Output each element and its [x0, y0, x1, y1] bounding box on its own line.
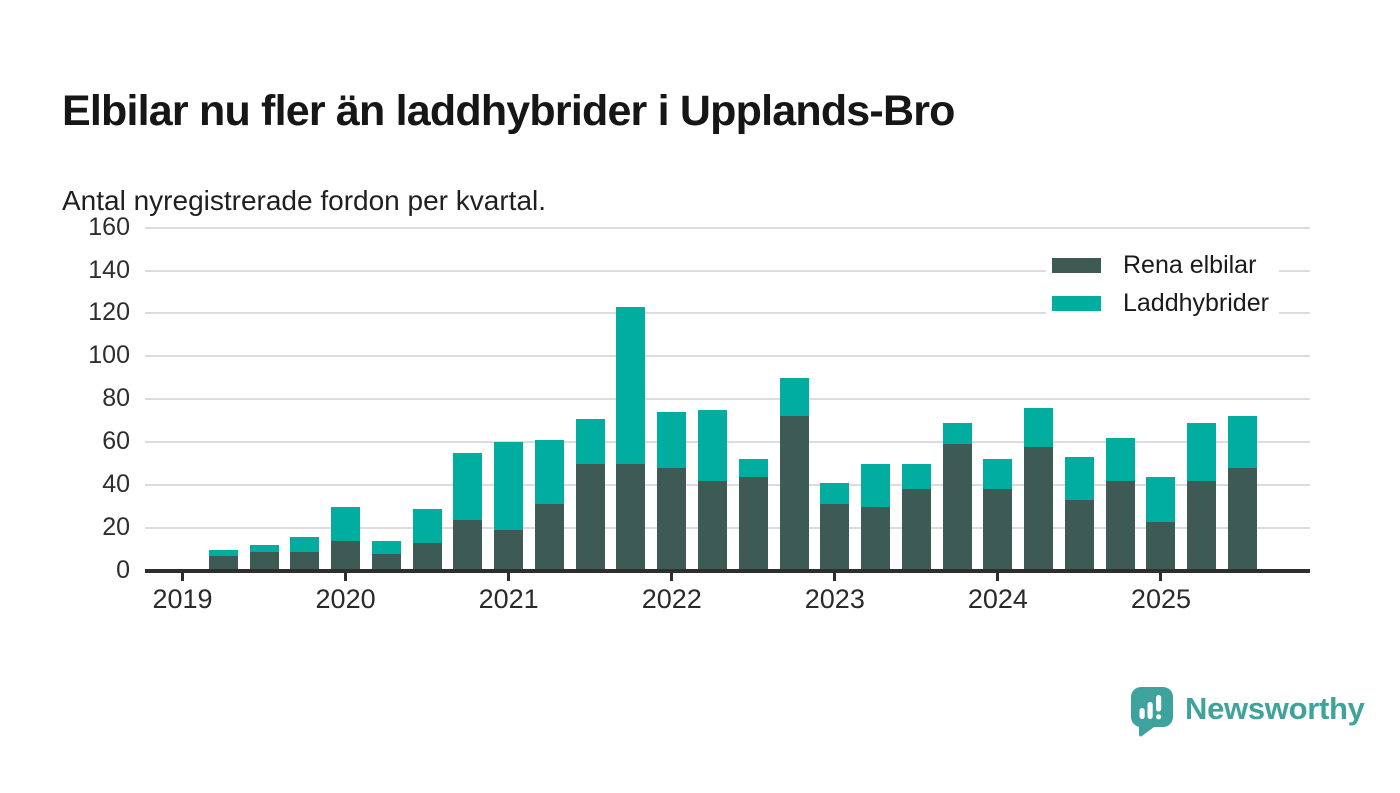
x-axis-tick [507, 571, 511, 581]
bar-segment-laddhybrider [1105, 437, 1135, 481]
bar-segment-laddhybrider [534, 440, 564, 505]
x-axis-tick [670, 571, 674, 581]
bar-segment-rena-elbilar [779, 416, 809, 571]
bar-segment-laddhybrider [1228, 416, 1258, 468]
gridline-y-20 [145, 527, 1310, 530]
y-axis-tick-label: 0 [116, 556, 130, 584]
bar-segment-laddhybrider [983, 459, 1013, 490]
x-axis-line [145, 569, 1310, 573]
legend-swatch-laddhybrider [1052, 296, 1101, 311]
bar-segment-laddhybrider [412, 508, 442, 544]
bar-segment-rena-elbilar [453, 519, 483, 571]
bar-segment-rena-elbilar [534, 504, 564, 571]
bar-segment-rena-elbilar [861, 506, 891, 571]
bar-segment-laddhybrider [208, 549, 238, 556]
bar-segment-rena-elbilar [249, 551, 279, 571]
brand-name: Newsworthy [1185, 691, 1365, 726]
bar-segment-laddhybrider [453, 452, 483, 520]
bar-segment-laddhybrider [942, 422, 972, 445]
bar-segment-rena-elbilar [1187, 480, 1217, 571]
bar-segment-laddhybrider [249, 545, 279, 552]
chart-subtitle: Antal nyregistrerade fordon per kvartal. [62, 185, 547, 216]
bar-segment-rena-elbilar [698, 480, 727, 571]
chart-legend: Rena elbilar Laddhybrider [1046, 247, 1279, 322]
bar-segment-rena-elbilar [820, 504, 850, 571]
bar-segment-rena-elbilar [983, 489, 1013, 571]
x-axis-tick [833, 571, 837, 581]
bar-segment-laddhybrider [1146, 476, 1176, 522]
x-axis-year-label: 2020 [315, 584, 376, 614]
y-axis-tick-label: 160 [88, 212, 130, 241]
bar-segment-laddhybrider [331, 506, 361, 541]
legend-label: Laddhybrider [1123, 289, 1269, 317]
bar-segment-rena-elbilar [290, 551, 320, 571]
bar-segment-laddhybrider [371, 540, 401, 554]
bar-segment-rena-elbilar [942, 444, 972, 571]
y-axis-tick-label: 140 [88, 255, 130, 284]
x-axis-year-label: 2019 [152, 584, 213, 614]
bar-segment-laddhybrider [1024, 407, 1054, 447]
y-axis-tick-label: 40 [102, 470, 130, 499]
newsworthy-logo: Newsworthy [1131, 687, 1365, 737]
gridline-y-80 [145, 398, 1310, 401]
chart-plot-area [145, 224, 1310, 581]
bar-segment-laddhybrider [861, 463, 891, 507]
bar-segment-rena-elbilar [901, 489, 931, 571]
bar-segment-laddhybrider [1064, 457, 1094, 501]
bar-segment-rena-elbilar [738, 476, 768, 571]
bar-chart-speech-bubble-icon [1131, 687, 1173, 737]
legend-item-rena-elbilar: Rena elbilar [1052, 251, 1269, 280]
gridline-y-120 [145, 312, 1310, 315]
bar-segment-laddhybrider [494, 442, 524, 531]
bar-segment-laddhybrider [820, 483, 850, 505]
bar-segment-rena-elbilar [657, 467, 687, 571]
y-axis-tick-label: 80 [102, 384, 130, 413]
x-axis-year-label: 2025 [1130, 584, 1191, 614]
x-axis-tick [344, 571, 348, 581]
bar-segment-laddhybrider [738, 459, 768, 477]
bar-segment-rena-elbilar [1064, 500, 1094, 571]
bar-segment-rena-elbilar [616, 463, 646, 571]
bar-segment-rena-elbilar [331, 540, 361, 571]
x-axis-tick [1159, 571, 1163, 581]
x-axis-tick [996, 571, 1000, 581]
gridline-y-160 [145, 226, 1310, 229]
gridline-y-100 [145, 355, 1310, 358]
bar-segment-rena-elbilar [208, 555, 238, 571]
x-axis-year-label: 2021 [478, 584, 539, 614]
bar-segment-laddhybrider [901, 463, 931, 490]
bar-segment-laddhybrider [657, 412, 687, 468]
gridline-y-60 [145, 441, 1310, 444]
bar-segment-laddhybrider [1187, 422, 1217, 481]
bar-segment-laddhybrider [290, 536, 320, 552]
legend-swatch-rena-elbilar [1052, 258, 1101, 273]
legend-item-laddhybrider: Laddhybrider [1052, 289, 1269, 318]
bar-segment-rena-elbilar [371, 553, 401, 571]
x-axis-tick [181, 571, 184, 581]
bar-segment-laddhybrider [616, 307, 646, 464]
y-axis-tick-label: 60 [102, 427, 130, 456]
bar-segment-rena-elbilar [494, 530, 524, 571]
bar-segment-laddhybrider [575, 418, 605, 464]
gridline-y-40 [145, 484, 1310, 487]
bar-segment-rena-elbilar [575, 463, 605, 571]
y-axis-tick-label: 100 [88, 341, 130, 370]
gridline-y-140 [145, 269, 1310, 272]
bar-segment-laddhybrider [779, 377, 809, 417]
x-axis-year-label: 2022 [641, 584, 702, 614]
legend-label: Rena elbilar [1123, 251, 1257, 279]
page-title: Elbilar nu fler än laddhybrider i Upplan… [62, 86, 955, 135]
bar-segment-rena-elbilar [1146, 521, 1176, 571]
y-axis-tick-label: 20 [102, 513, 130, 542]
bar-segment-rena-elbilar [1228, 467, 1258, 571]
x-axis-year-label: 2023 [804, 584, 865, 614]
x-axis-year-label: 2024 [967, 584, 1028, 614]
bar-segment-rena-elbilar [412, 543, 442, 571]
bar-segment-rena-elbilar [1024, 446, 1054, 571]
y-axis-tick-label: 120 [88, 298, 130, 327]
bar-segment-rena-elbilar [1105, 480, 1135, 571]
bar-segment-laddhybrider [698, 410, 727, 481]
